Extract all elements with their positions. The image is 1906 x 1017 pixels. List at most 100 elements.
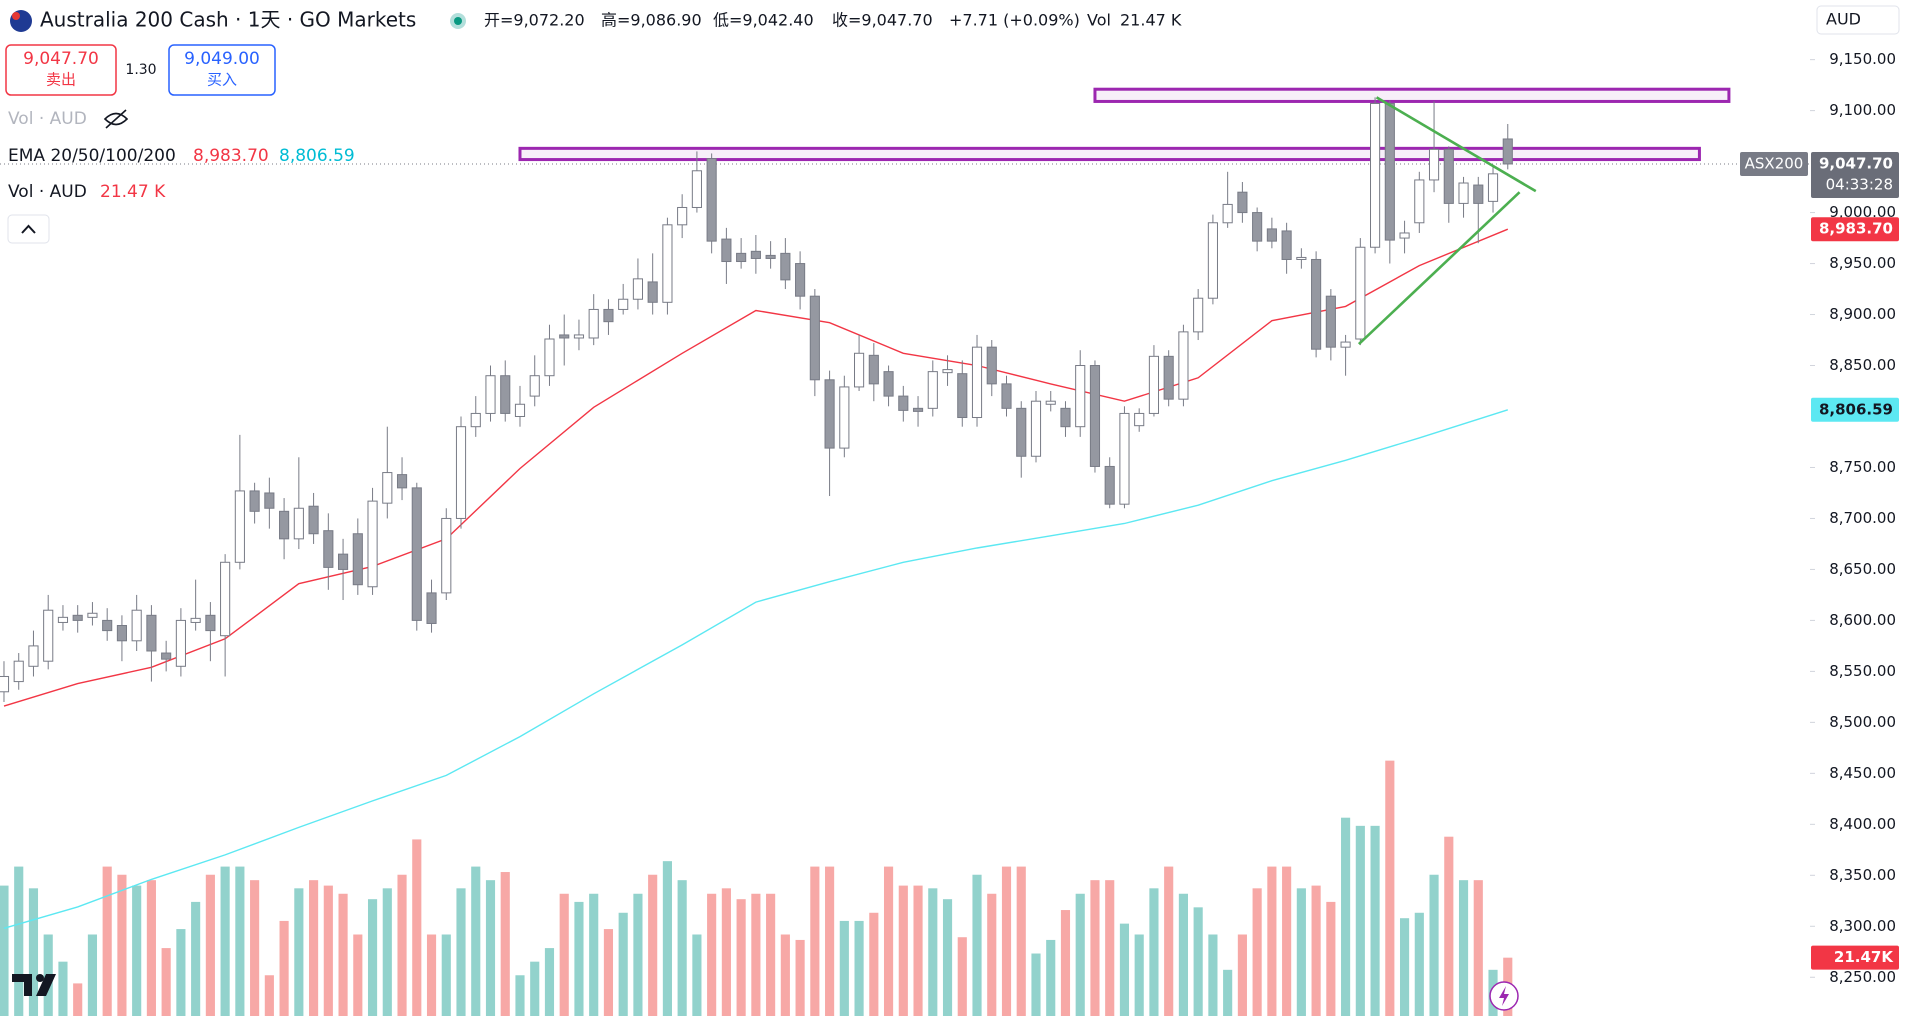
volume-bar [309, 880, 319, 1016]
buy-label[interactable]: 买入 [207, 71, 237, 89]
volume-bar [1458, 880, 1469, 1016]
candle-body [942, 369, 953, 374]
volume-bar [176, 929, 186, 1016]
buy-box[interactable] [168, 44, 276, 96]
sell-button[interactable]: 9,047.70 卖出 [5, 44, 117, 96]
trendline [1357, 191, 1521, 346]
volume-bar [117, 874, 127, 1016]
volume-bar [250, 880, 260, 1016]
candle-body [898, 395, 909, 411]
volume-bar [1193, 907, 1203, 1016]
candle-body [1163, 355, 1174, 400]
buy-price[interactable]: 9,049.00 [184, 49, 260, 69]
candle-body [0, 675, 10, 693]
candle-body [1325, 295, 1336, 348]
volume-bar [648, 874, 658, 1016]
candle-body [190, 617, 201, 623]
tradingview-logo [12, 974, 56, 996]
candle-body [1030, 400, 1042, 457]
candle-body [234, 490, 245, 563]
candle-body [780, 252, 791, 281]
candle-body [249, 490, 260, 512]
candle-body [1355, 246, 1366, 340]
candle-body [426, 592, 437, 624]
candle-body [1414, 179, 1425, 224]
volume-bar [191, 901, 201, 1016]
candle-body [529, 375, 540, 397]
candle-body [647, 281, 658, 303]
volume-bar [1119, 923, 1130, 1016]
candle-body [706, 158, 717, 242]
ohlc-change: +7.71 (+0.09%) [949, 11, 1080, 30]
candle-body [1399, 232, 1410, 239]
volume-bar [589, 893, 599, 1016]
candle-body [264, 492, 275, 509]
volume-bar [1031, 953, 1041, 1016]
last-price-tag-bg [1811, 151, 1899, 198]
currency-box[interactable] [1816, 5, 1900, 35]
volume-bar [1429, 874, 1439, 1016]
candle-body [809, 295, 820, 381]
volume-bar [1355, 825, 1365, 1016]
volume-bar [869, 912, 879, 1016]
volume-bar [14, 866, 24, 1016]
candle-body [13, 660, 24, 683]
volume-bar [1282, 866, 1292, 1016]
candle-body [765, 254, 776, 259]
spread: 1.30 [125, 62, 156, 78]
volume-bar [1164, 866, 1174, 1016]
candle-body [1193, 297, 1204, 333]
volume-bar [766, 893, 776, 1016]
collapse-box[interactable] [7, 214, 50, 244]
sell-label[interactable]: 卖出 [46, 71, 76, 89]
volume-bar [220, 866, 230, 1016]
volume-bar [1075, 893, 1085, 1016]
sell-box[interactable] [5, 44, 117, 96]
y-tick-label: 8,750.00 [1829, 458, 1896, 476]
last-price-tag-countdown: 04:33:28 [1826, 175, 1893, 193]
legend-volume-hidden: Vol · AUD [8, 109, 87, 129]
sell-price[interactable]: 9,047.70 [23, 49, 99, 69]
collapse-chevron[interactable] [21, 224, 36, 234]
buy-button[interactable]: 9,049.00 买入 [168, 44, 276, 96]
volume-bar [1326, 901, 1336, 1016]
volume-bar [795, 939, 805, 1016]
candle-body [323, 530, 334, 568]
legend-volume-value: 21.47 K [100, 182, 166, 202]
currency-button[interactable]: AUD [1816, 5, 1900, 35]
y-tick-label: 8,250.00 [1829, 968, 1896, 986]
candle-body [603, 308, 614, 323]
candle-body [662, 224, 673, 303]
status-dot-core [454, 17, 462, 25]
candle-body [102, 619, 113, 632]
candle-body [1207, 222, 1218, 299]
volume-title: Vol [1087, 11, 1111, 30]
candle-body [854, 352, 865, 388]
currency-label[interactable]: AUD [1826, 10, 1861, 29]
volume-bar [485, 880, 496, 1016]
volume-bar [456, 888, 466, 1016]
candle-body [1237, 191, 1248, 214]
candle-body [205, 614, 216, 632]
collapse-button[interactable] [7, 214, 50, 244]
candle-body [544, 338, 555, 377]
candle-body [559, 334, 570, 339]
eye-slash[interactable] [105, 109, 127, 129]
volume-bar [279, 920, 289, 1016]
volume-bar [441, 934, 451, 1016]
y-tick-label: 8,500.00 [1829, 713, 1896, 731]
volume-bar [161, 948, 171, 1016]
volume-bar [987, 893, 997, 1016]
volume-bar [367, 899, 378, 1016]
volume-bar [898, 885, 908, 1016]
candle-body [1075, 365, 1086, 428]
volume-bar [957, 937, 967, 1016]
volume-bar [1149, 888, 1159, 1016]
resistance-zone [1093, 87, 1731, 103]
volume-bar [1105, 880, 1115, 1016]
volume-bar [1370, 825, 1380, 1016]
visibility-toggle[interactable] [103, 109, 129, 129]
volume-bar [264, 975, 274, 1016]
lightning-icon[interactable] [1499, 986, 1509, 1006]
replay-button[interactable] [1489, 981, 1519, 1011]
